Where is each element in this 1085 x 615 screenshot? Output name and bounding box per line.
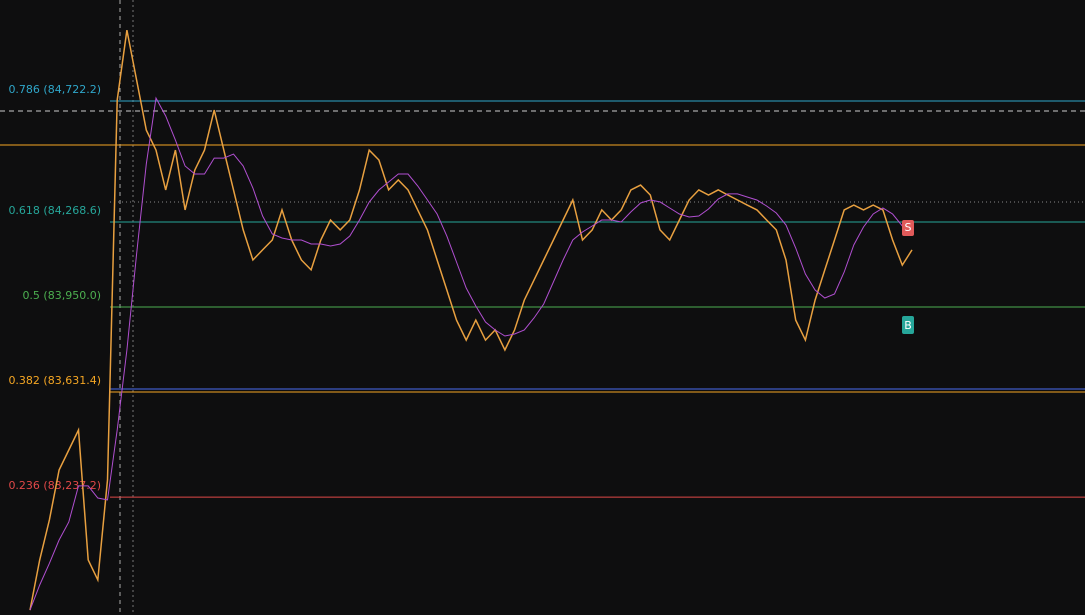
price-line — [29, 29, 913, 611]
fib-label: 0.5 (83,950.0) — [22, 289, 101, 302]
moving-average — [29, 96, 913, 611]
fib-label: 0.618 (84,268.6) — [8, 204, 101, 217]
buy-marker — [902, 316, 914, 334]
sell-marker — [902, 220, 914, 236]
fib-label: 0.786 (84,722.2) — [8, 83, 101, 96]
buy-label: B — [904, 319, 912, 332]
sell-label: S — [905, 221, 912, 234]
fib-label: 0.382 (83,631.4) — [8, 374, 101, 387]
